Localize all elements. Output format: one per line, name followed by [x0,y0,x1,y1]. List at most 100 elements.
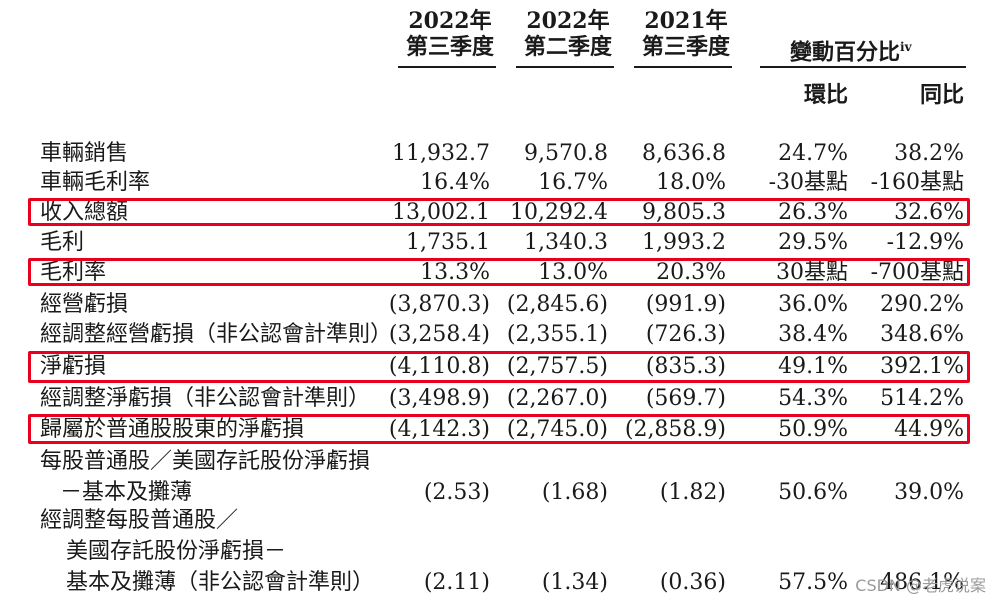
header-q3-2022-quarter: 第三季度 [405,34,494,60]
value-q2-2022: 13.0% [538,260,608,285]
value-q2-2022: (1.34) [541,570,608,595]
header-underline-q3-2021 [634,66,732,68]
row-label: 車輛銷售 [40,141,129,166]
value-q3-2021: (991.9) [645,292,726,317]
value-q3-2021: 8,636.8 [642,141,726,166]
value-q2-2022: 16.7% [538,170,608,195]
table-row: 收入總額 13,002.1 10,292.4 9,805.3 26.3% 32.… [0,198,1000,227]
highlight-box-net-loss [28,351,970,383]
value-qoq: 50.9% [778,417,848,442]
value-qoq: 26.3% [778,200,848,225]
value-qoq: 30基點 [776,260,848,285]
header-q3-2021-year: 2021年 [644,8,728,34]
highlight-box-total-revenue [28,198,970,226]
value-yoy: 32.6% [894,200,964,225]
value-qoq: 36.0% [778,292,848,317]
value-qoq: 29.5% [778,230,848,255]
value-q3-2021: 1,993.2 [642,230,726,255]
value-qoq: 24.7% [778,141,848,166]
header-underline-q3-2022 [398,66,496,68]
value-q2-2022: (2,267.0) [506,386,608,411]
table-row-eps-label: 每股普通股／美國存託股份淨虧損 [0,447,1000,476]
value-q3-2021: (0.36) [659,570,726,595]
value-q3-2022: 11,932.7 [392,141,490,166]
value-q2-2022: 10,292.4 [510,200,608,225]
value-yoy: 39.0% [894,480,964,505]
value-qoq: 54.3% [778,386,848,411]
value-yoy: 348.6% [880,322,964,347]
table-row: 經營虧損 (3,870.3) (2,845.6) (991.9) 36.0% 2… [0,290,1000,319]
header-q2-2022-year: 2022年 [526,8,610,34]
value-q3-2022: (3,498.9) [388,386,490,411]
value-q2-2022: (2,845.6) [506,292,608,317]
table-row: 毛利率 13.3% 13.0% 20.3% 30基點 -700基點 [0,258,1000,287]
row-label: 美國存託股份淨虧損－ [66,539,287,564]
table-row: 歸屬於普通股股東的淨虧損 (4,142.3) (2,745.0) (2,858.… [0,415,1000,444]
value-q3-2021: (1.82) [659,480,726,505]
value-yoy: 392.1% [880,354,964,379]
value-q3-2022: (3,258.4) [388,322,490,347]
header-q3-2021: 2021年 第三季度 [636,8,736,60]
value-yoy: -12.9% [886,230,964,255]
table-row-eps-adj-label: 美國存託股份淨虧損－ [0,537,1000,566]
row-label: 毛利 [40,230,85,255]
value-q3-2022: 13,002.1 [392,200,490,225]
value-q3-2022: 1,735.1 [406,230,490,255]
header-underline-change [760,66,966,68]
value-q3-2022: (4,142.3) [388,417,490,442]
value-q3-2021: 18.0% [656,170,726,195]
table-row: 淨虧損 (4,110.8) (2,757.5) (835.3) 49.1% 39… [0,352,1000,381]
table-row-eps-basic: －基本及攤薄 (2.53) (1.68) (1.82) 50.6% 39.0% [0,478,1000,507]
row-label: 經調整淨虧損（非公認會計準則） [40,386,371,411]
value-q3-2021: (726.3) [645,322,726,347]
change-percent-footnote: iv [900,40,912,54]
table-row: 車輛銷售 11,932.7 9,570.8 8,636.8 24.7% 38.2… [0,139,1000,168]
value-yoy: 486.1% [880,570,964,595]
header-yoy: 同比 [920,82,965,108]
highlight-box-gross-margin [28,258,970,286]
value-yoy: -160基點 [870,170,964,195]
header-underline-q2-2022 [516,66,614,68]
value-qoq: 49.1% [778,354,848,379]
watermark: CSDN @老虎说案 [855,576,986,595]
value-q3-2021: (2,858.9) [624,417,726,442]
value-q3-2022: (3,870.3) [388,292,490,317]
value-q3-2021: (835.3) [645,354,726,379]
value-q2-2022: 9,570.8 [524,141,608,166]
header-q2-2022-quarter: 第二季度 [523,34,612,60]
value-yoy: 290.2% [880,292,964,317]
value-q3-2022: 13.3% [420,260,490,285]
row-label: 基本及攤薄（非公認會計準則） [66,570,375,595]
value-q3-2022: 16.4% [420,170,490,195]
value-qoq: 38.4% [778,322,848,347]
value-q3-2021: 9,805.3 [642,200,726,225]
value-q3-2021: (569.7) [645,386,726,411]
row-label: 每股普通股／美國存託股份淨虧損 [40,449,371,474]
value-qoq: 50.6% [778,480,848,505]
value-q3-2022: (2.53) [423,480,490,505]
header-qoq: 環比 [804,82,849,108]
value-q3-2022: (4,110.8) [388,354,490,379]
value-yoy: -700基點 [870,260,964,285]
value-yoy: 514.2% [880,386,964,411]
change-percent-label: 變動百分比 [790,39,901,66]
value-q2-2022: (2,757.5) [506,354,608,379]
row-label: 車輛毛利率 [40,170,151,195]
value-q2-2022: 1,340.3 [524,230,608,255]
header-change-percent: 變動百分比iv [790,34,912,65]
row-label: 淨虧損 [40,354,107,379]
table-row-eps-adjusted: 基本及攤薄（非公認會計準則） (2.11) (1.34) (0.36) 57.5… [0,568,1000,597]
highlight-box-net-loss-attributable [28,414,970,444]
row-label: 歸屬於普通股股東的淨虧損 [40,417,305,442]
row-label: 收入總額 [40,200,129,225]
row-label: －基本及攤薄 [60,480,193,505]
header-q2-2022: 2022年 第二季度 [518,8,618,60]
value-q2-2022: (1.68) [541,480,608,505]
table-row: 經調整淨虧損（非公認會計準則） (3,498.9) (2,267.0) (569… [0,384,1000,413]
value-qoq: 57.5% [778,570,848,595]
row-label: 毛利率 [40,260,107,285]
row-label: 經調整經營虧損（非公認會計準則） [40,322,393,347]
value-q3-2022: (2.11) [423,570,490,595]
table-row: 毛利 1,735.1 1,340.3 1,993.2 29.5% -12.9% [0,228,1000,257]
table-row: 經調整經營虧損（非公認會計準則） (3,258.4) (2,355.1) (72… [0,320,1000,349]
